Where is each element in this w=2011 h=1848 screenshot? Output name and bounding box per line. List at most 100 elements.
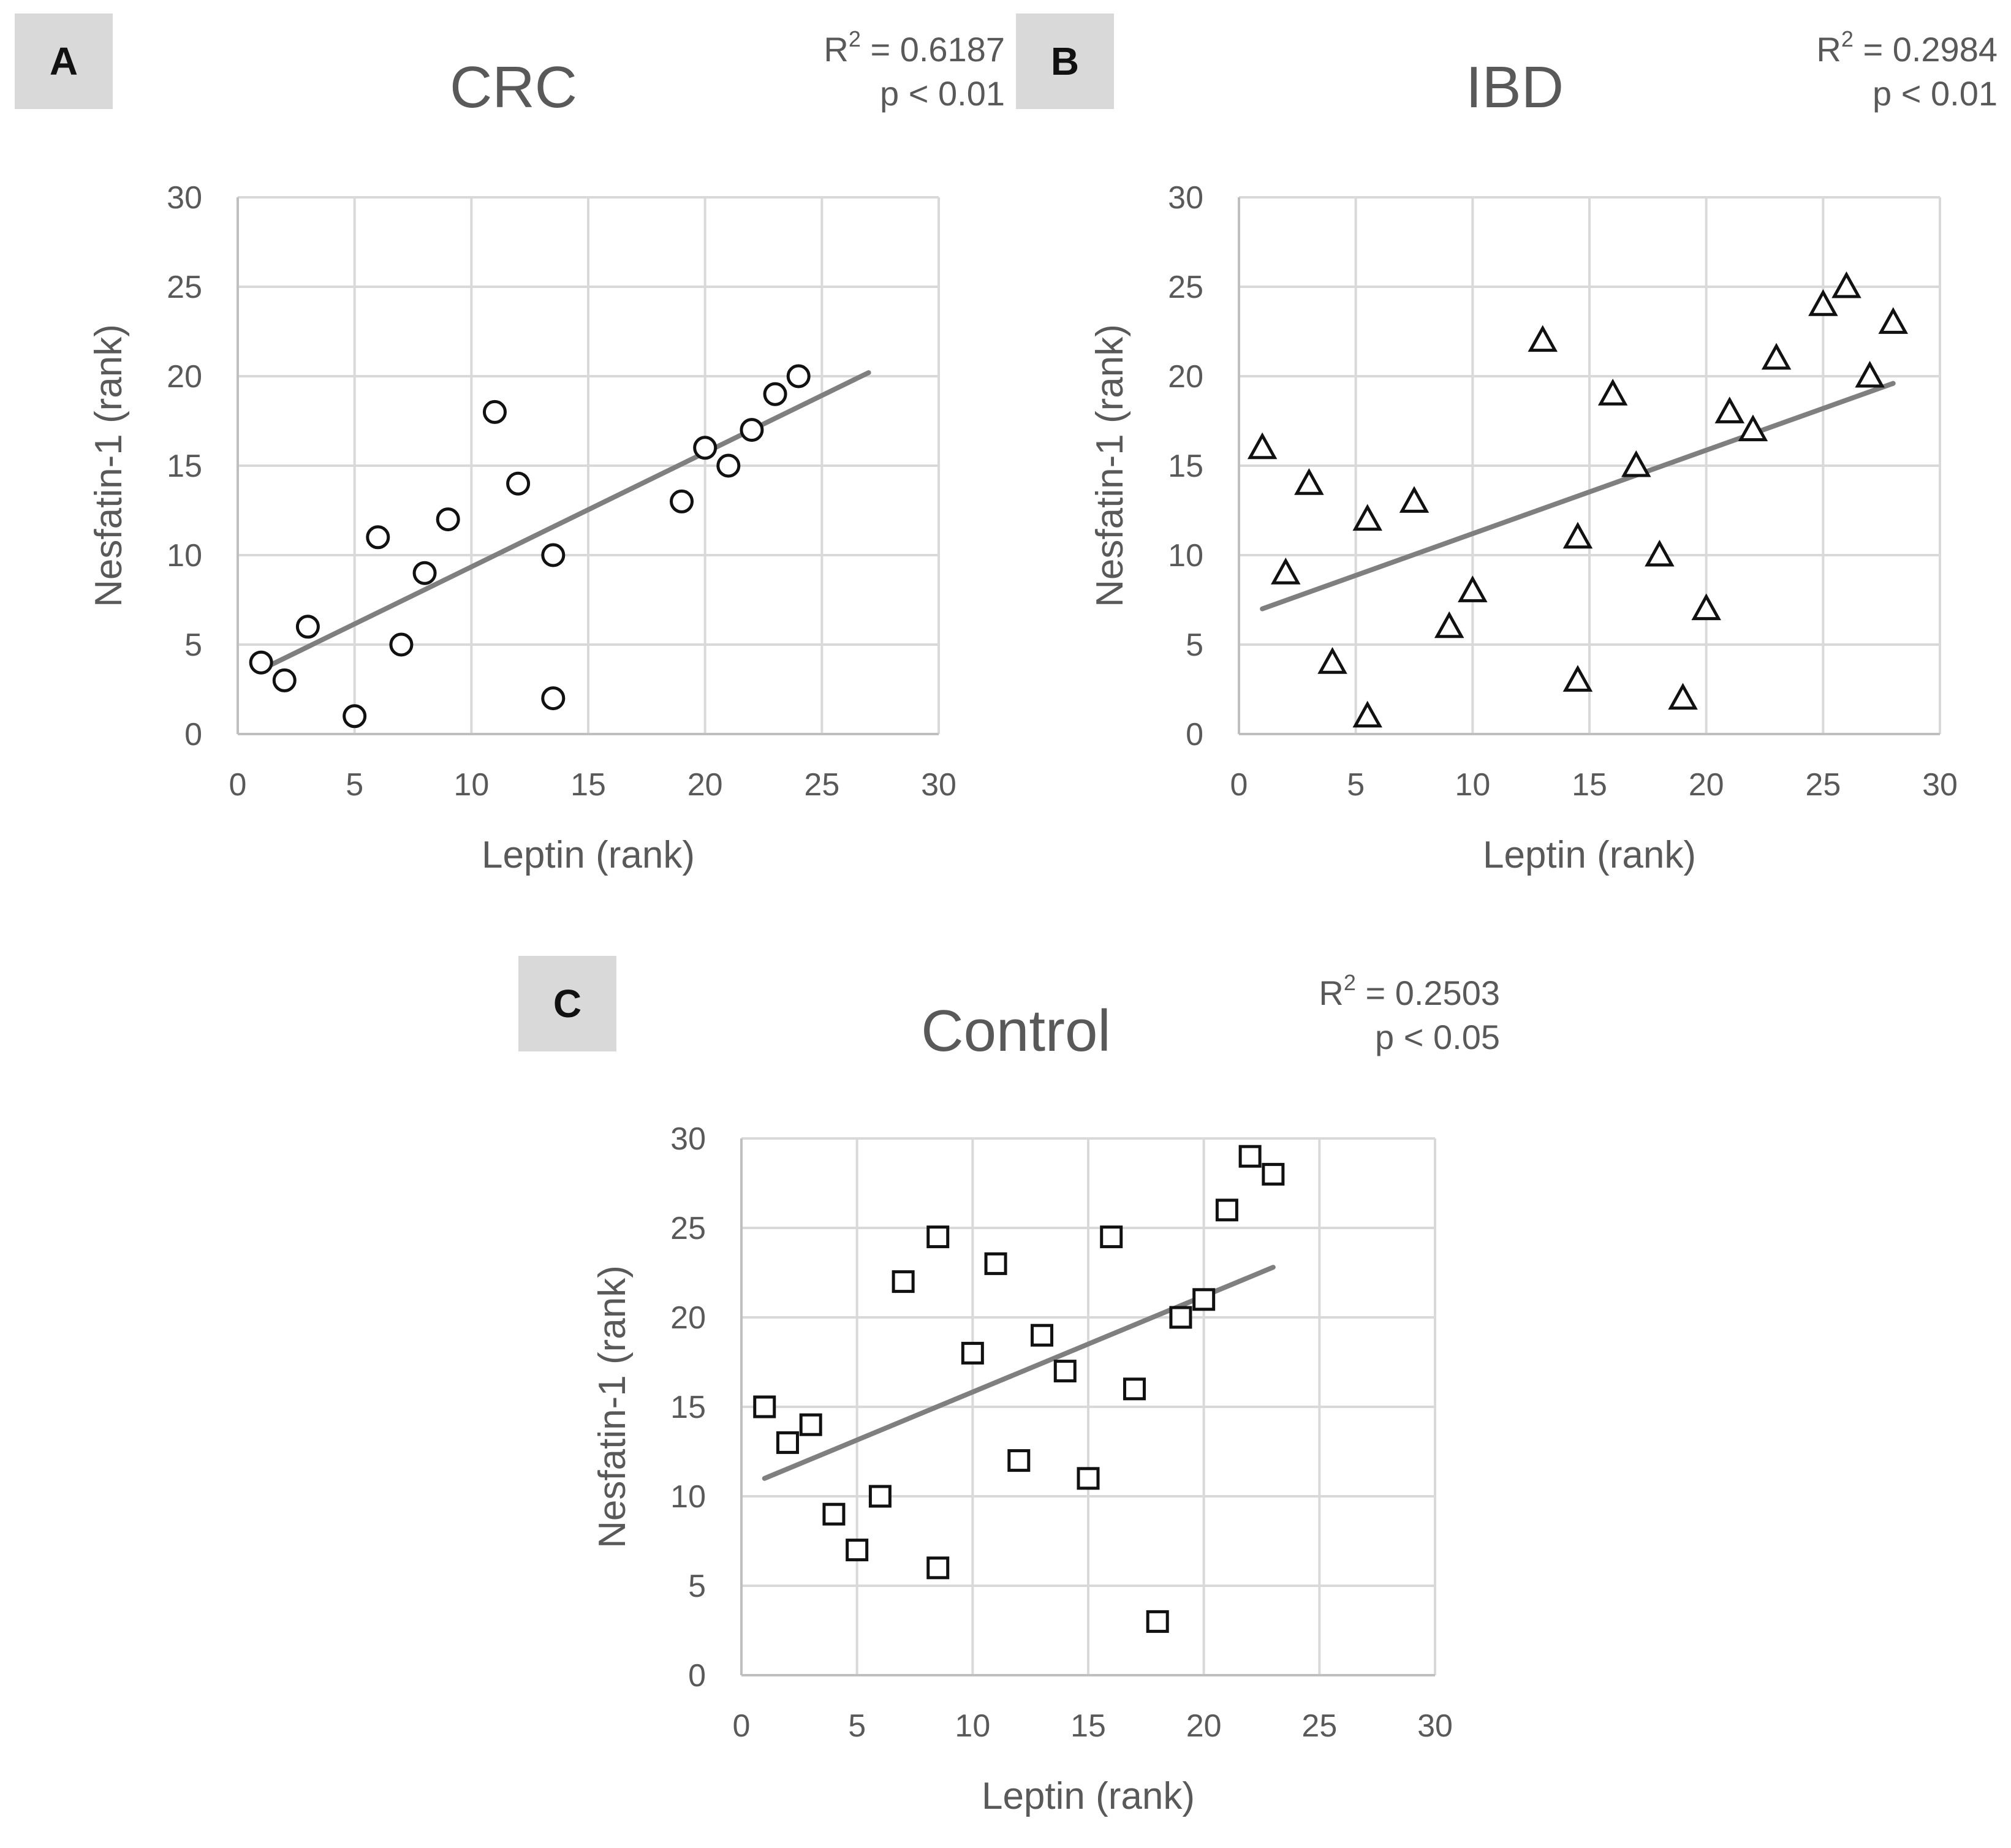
- data-point: [1399, 486, 1430, 513]
- data-point: [1528, 325, 1558, 352]
- y-tick-label: 5: [1186, 627, 1203, 663]
- data-point: [1031, 1324, 1054, 1347]
- data-point: [1621, 450, 1651, 477]
- data-point: [389, 632, 414, 657]
- data-point: [1562, 665, 1593, 692]
- data-point: [436, 507, 460, 532]
- data-point: [1352, 700, 1382, 728]
- y-axis-title: Nesfatin-1 (rank): [88, 324, 130, 607]
- x-tick-label: 0: [229, 767, 247, 803]
- x-tick-label: 15: [1070, 1708, 1106, 1744]
- data-point: [541, 543, 566, 567]
- trendline: [259, 370, 871, 672]
- r-squared-value: = 0.2984: [1854, 30, 1998, 69]
- r-squared-label: R2 = 0.6187: [824, 26, 1005, 69]
- data-point: [776, 1431, 799, 1454]
- y-tick-label: 10: [167, 538, 202, 574]
- y-tick-label: 10: [1168, 538, 1203, 574]
- r-squared-symbol: R: [1816, 30, 1841, 69]
- r-squared-label: R2 = 0.2503: [1319, 970, 1500, 1012]
- x-tick-label: 0: [733, 1708, 751, 1744]
- data-point: [343, 704, 367, 729]
- data-point: [249, 650, 273, 675]
- r-squared-value: = 0.2503: [1356, 974, 1500, 1012]
- p-value-label: p < 0.01: [880, 74, 1005, 113]
- y-tick-label: 25: [670, 1211, 706, 1246]
- p-value-label: p < 0.01: [1873, 74, 1998, 113]
- y-tick-label: 0: [184, 717, 202, 752]
- chart-panel-b: 0 5 10 15 20 25 30 0 5 10 15 20 25 30 Leptin (rank) Nes…: [1016, 13, 1998, 876]
- chart-title: CRC: [450, 55, 577, 120]
- x-tick-label: 10: [1455, 767, 1490, 803]
- data-point: [763, 382, 787, 406]
- x-tick-label: 0: [1230, 767, 1248, 803]
- x-axis-title: Leptin (rank): [982, 1775, 1195, 1817]
- data-point: [1352, 504, 1382, 531]
- data-point: [1247, 432, 1278, 460]
- x-tick-label: 25: [1805, 767, 1841, 803]
- data-point: [846, 1539, 869, 1562]
- data-point: [1878, 307, 1908, 334]
- r-squared-superscript: 2: [1841, 26, 1854, 51]
- r-squared-label: R2 = 0.2984: [1816, 26, 1998, 69]
- data-point: [1738, 414, 1768, 442]
- x-tick-label: 15: [1572, 767, 1607, 803]
- data-point: [412, 561, 437, 585]
- x-tick-label: 30: [1417, 1708, 1453, 1744]
- data-point: [1458, 575, 1488, 602]
- x-tick-label: 20: [1689, 767, 1724, 803]
- panel-label-box: [518, 956, 616, 1051]
- x-axis-title: Leptin (rank): [1483, 834, 1696, 876]
- data-point: [1192, 1288, 1216, 1311]
- data-point: [868, 1485, 892, 1508]
- r-squared-superscript: 2: [849, 26, 861, 51]
- y-tick-label: 0: [1186, 717, 1203, 752]
- trendline: [762, 1265, 1276, 1481]
- x-tick-label: 25: [1301, 1708, 1337, 1744]
- y-axis-title: Nesfatin-1 (rank): [1089, 324, 1131, 607]
- y-tick-label: 20: [670, 1300, 706, 1336]
- y-tick-label: 25: [1168, 270, 1203, 305]
- data-point: [716, 453, 741, 478]
- y-tick-label: 10: [670, 1479, 706, 1515]
- data-point: [786, 364, 811, 388]
- y-tick-label: 15: [670, 1390, 706, 1425]
- data-point: [1053, 1360, 1077, 1383]
- panel-label-box: [15, 13, 113, 109]
- data-point: [926, 1225, 950, 1249]
- data-point: [1855, 360, 1885, 388]
- x-tick-label: 5: [346, 767, 363, 803]
- data-point: [822, 1502, 846, 1526]
- data-point: [506, 471, 531, 496]
- y-tick-label: 30: [670, 1121, 706, 1157]
- panel-label-box: [1016, 13, 1114, 109]
- x-tick-label: 10: [453, 767, 489, 803]
- x-tick-label: 25: [804, 767, 839, 803]
- y-tick-label: 5: [688, 1569, 706, 1604]
- data-point: [1831, 271, 1861, 298]
- data-point: [1146, 1610, 1169, 1633]
- r-squared-symbol: R: [1319, 974, 1343, 1012]
- data-point: [1215, 1199, 1238, 1222]
- r-squared-value: = 0.6187: [861, 30, 1005, 69]
- x-tick-label: 15: [570, 767, 606, 803]
- data-point: [1434, 611, 1464, 638]
- data-point: [272, 668, 297, 692]
- y-tick-label: 20: [167, 359, 202, 395]
- data-point: [1808, 289, 1838, 316]
- x-tick-label: 20: [687, 767, 723, 803]
- data-point: [482, 400, 507, 424]
- y-tick-label: 15: [1168, 449, 1203, 484]
- panel-label: B: [1051, 39, 1079, 83]
- data-point: [1007, 1449, 1031, 1472]
- r-squared-superscript: 2: [1344, 970, 1356, 995]
- data-point: [984, 1252, 1007, 1275]
- data-point: [1271, 558, 1301, 585]
- y-axis-title: Nesfatin-1 (rank): [591, 1265, 634, 1548]
- y-tick-label: 5: [184, 627, 202, 663]
- data-point: [541, 686, 566, 711]
- data-point: [1668, 683, 1698, 710]
- x-tick-label: 10: [955, 1708, 990, 1744]
